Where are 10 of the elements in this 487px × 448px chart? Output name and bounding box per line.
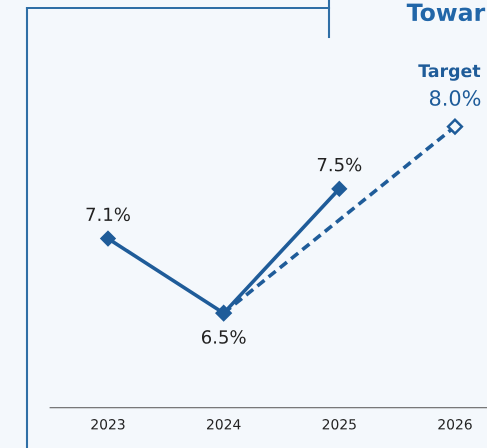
x-tick-label: 2025 <box>322 419 356 430</box>
annotation: Target <box>418 64 480 81</box>
x-tick-label: 2026 <box>438 419 472 430</box>
chart-title: Towar <box>406 4 486 22</box>
data-label: 7.1% <box>86 208 130 222</box>
data-label: 6.5% <box>202 330 246 344</box>
x-tick-label: 2024 <box>207 419 241 430</box>
data-label: 8.0% <box>430 90 480 106</box>
data-label: 7.5% <box>318 158 362 172</box>
x-tick-label: 2023 <box>91 419 125 430</box>
